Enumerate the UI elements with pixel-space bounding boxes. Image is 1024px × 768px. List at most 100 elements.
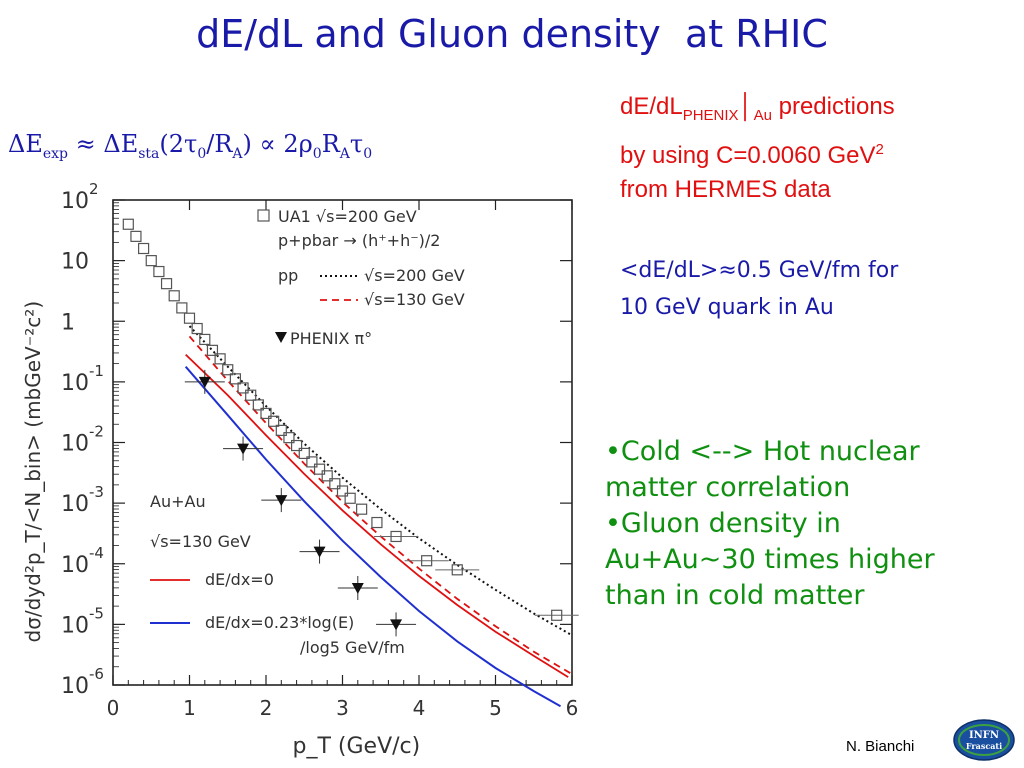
energy-loss-formula: ΔEexp ≈ ΔEsta(2τ0/RA) ∝ 2ρ0RAτ0 (8, 130, 372, 162)
y-tick-exponent: -2 (89, 423, 104, 441)
infn-logo: INFN Frascati (953, 719, 1015, 761)
formula-sub: sta (138, 145, 160, 162)
ua1-point (283, 432, 295, 444)
formula-sub: A (232, 145, 243, 162)
phenix-point (198, 376, 211, 388)
phenix-point (351, 583, 364, 594)
y-tick-label: 10 (61, 553, 89, 578)
bullet-line: matter correlation (605, 472, 851, 503)
curve-solid-blue (184, 366, 561, 708)
x-tick-label: 3 (336, 696, 349, 720)
energy-loss-line-1: <dE/dL>≈0.5 GeV/fm for (620, 258, 899, 283)
legend-red-label: dE/dx=0 (205, 570, 274, 589)
ua1-point (291, 439, 303, 452)
y-tick-label: 10 (61, 613, 89, 638)
ua1-point (160, 278, 173, 290)
ua1-point (451, 564, 463, 576)
bullet-line: •Cold <--> Hot nuclear (605, 436, 920, 467)
formula-sub: 0 (197, 145, 207, 162)
phenix-point (237, 443, 250, 455)
legend-pp130-label: √s=130 GeV (364, 290, 465, 309)
plot-frame (112, 199, 573, 686)
logo-line-1: INFN (969, 730, 999, 741)
energy-loss-line-2: 10 GeV quark in Au (620, 295, 834, 320)
ua1-point (390, 530, 402, 543)
ua1-point (130, 230, 142, 242)
logo-ring (958, 724, 1010, 756)
y-tick-exponent: -6 (89, 665, 104, 683)
ua1-point (421, 555, 433, 567)
bullet-line: Au+Au~30 times higher (605, 544, 935, 575)
x-tick-label: 0 (107, 696, 120, 720)
ua1-point (306, 456, 318, 468)
formula-sub: A (339, 145, 350, 162)
formula-sub: exp (42, 145, 69, 162)
ua1-point (260, 407, 272, 419)
logo-line-2: Frascati (966, 741, 1002, 751)
y-tick-label: 10 (61, 432, 89, 457)
bullet-line: •Gluon density in (605, 508, 841, 539)
ua1-point (252, 399, 264, 411)
text-run: │ (738, 93, 754, 120)
legend-energy-label: √s=130 GeV (150, 532, 251, 551)
formula-part: /R (206, 130, 233, 158)
ua1-point (145, 255, 157, 267)
predictions-line-3: from HERMES data (620, 175, 831, 203)
ua1-point (237, 382, 249, 394)
curve-dotted-black (188, 325, 573, 637)
slide-title: dE/dL and Gluon density at RHIC (196, 12, 828, 56)
formula-part: (2τ (159, 130, 198, 158)
y-tick-exponent: -4 (89, 544, 104, 562)
ua1-point (176, 302, 188, 314)
predictions-line-1: dE/dLPHENIX│Au predictions (620, 90, 1020, 133)
formula-part: ) ∝ 2ρ (242, 130, 313, 158)
ua1-point (344, 492, 356, 504)
x-tick-label: 4 (413, 696, 426, 720)
formula-sub: 0 (363, 145, 373, 162)
ua1-point (206, 344, 219, 356)
logo-ellipse (953, 719, 1015, 761)
text-sup: 2 (875, 140, 884, 158)
text-sub: Au (753, 106, 772, 124)
phenix-point (313, 546, 326, 558)
y-tick-exponent: 2 (89, 180, 99, 198)
ua1-point (229, 373, 241, 385)
formula-part: ΔE (8, 130, 43, 158)
legend-phenix-marker (275, 332, 287, 343)
text-run: by using C=0.0060 GeV (620, 141, 876, 169)
y-tick-exponent: -5 (89, 604, 104, 622)
ua1-point (313, 463, 326, 475)
ua1-point (551, 609, 563, 621)
energy-loss-note: <dE/dL>≈0.5 GeV/fm for 10 GeV quark in A… (620, 252, 1020, 326)
y-tick-exponent: -3 (89, 483, 104, 501)
ua1-point (168, 290, 180, 302)
legend-blue-label: dE/dx=0.23*log(E) (205, 613, 354, 632)
y-tick-label: 10 (61, 674, 89, 699)
ua1-point (329, 478, 341, 490)
formula-sub: 0 (312, 145, 322, 162)
x-tick-label: 1 (183, 696, 196, 720)
y-tick-label: 10 (61, 492, 89, 517)
formula-part: ≈ ΔE (68, 130, 139, 158)
bullet-line: than in cold matter (605, 580, 865, 611)
y-tick-label: 10 (61, 250, 89, 275)
ua1-point (199, 333, 211, 346)
legend-system-label: Au+Au (150, 492, 206, 511)
ua1-point (122, 218, 134, 230)
phenix-point (275, 495, 288, 507)
ua1-point (356, 503, 368, 515)
ua1-point (138, 242, 150, 255)
ua1-point (336, 485, 349, 497)
formula-part: R (321, 130, 340, 158)
author-name: N. Bianchi (846, 738, 915, 755)
spectra-chart: 0 1 2 3 4 5 6p_T (GeV/c)10 210110-110-210-310-4… (21, 180, 579, 759)
y-axis-label: dσ/dyd²p_T/<N_bin> (mbGeV⁻²c²) (21, 301, 45, 643)
x-tick-label: 2 (260, 696, 273, 720)
ua1-point (371, 516, 383, 529)
curve-solid-red (185, 353, 569, 678)
predictions-line-2: by using C=0.0060 GeV2 (620, 133, 1020, 173)
ua1-point (222, 364, 234, 376)
ua1-point (321, 470, 333, 482)
text-run: dE/dL (620, 93, 683, 120)
text-sub: PHENIX (682, 106, 739, 124)
